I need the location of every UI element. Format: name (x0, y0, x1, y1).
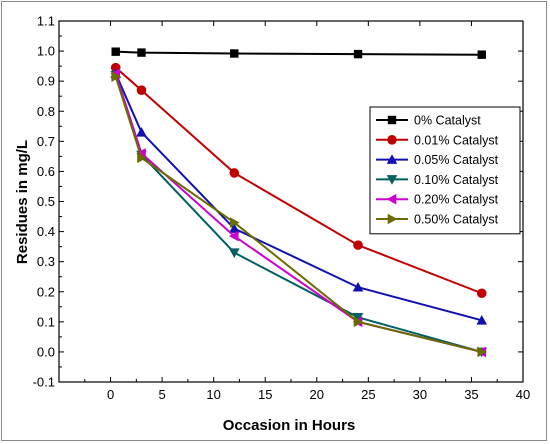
y-tick-label: -0.1 (33, 375, 55, 390)
x-tick-label: 5 (158, 387, 165, 402)
series-0 (111, 47, 486, 59)
x-tick-label: 20 (310, 387, 324, 402)
data-point (137, 152, 147, 164)
data-point (476, 288, 487, 299)
legend-item: 0.10% Catalyst (376, 173, 499, 187)
x-axis-title: Occasion in Hours (223, 417, 356, 434)
data-point (230, 49, 239, 58)
legend-label: 0% Catalyst (414, 114, 481, 128)
y-tick-label: 1.1 (37, 14, 55, 29)
y-tick-label: 0.5 (37, 194, 55, 209)
series-line (115, 50, 482, 56)
x-tick-label: 25 (361, 387, 375, 402)
legend-item: 0% Catalyst (376, 114, 481, 128)
y-tick-label: 0.9 (37, 74, 55, 89)
y-tick-label: 1.0 (37, 44, 55, 59)
series-layer (110, 47, 488, 358)
legend-item: 0.20% Catalyst (376, 193, 499, 207)
legend-label: 0.10% Catalyst (414, 173, 499, 187)
legend-marker (387, 115, 397, 125)
x-tick-label: 30 (413, 387, 427, 402)
x-tick-label: 10 (206, 387, 220, 402)
x-tick-label: 0 (107, 387, 114, 402)
legend-marker (387, 213, 398, 225)
data-point (476, 315, 488, 325)
data-point (136, 85, 147, 95)
legend-marker (386, 175, 398, 185)
legend: 0% Catalyst 0.01% Catalyst 0.05% Catalyst 0… (369, 106, 521, 235)
series-5 (111, 71, 488, 358)
legend-item: 0.05% Catalyst (376, 153, 499, 167)
legend-marker (387, 135, 397, 145)
y-tick-label: 0.1 (37, 314, 55, 329)
data-point (353, 49, 363, 59)
legend-item: 0.50% Catalyst (376, 213, 499, 227)
y-tick-label: 0.0 (37, 344, 55, 359)
data-point (136, 127, 147, 137)
x-tick-label: 35 (464, 387, 478, 402)
y-tick-label: 0.8 (37, 104, 55, 119)
legend-label: 0.05% Catalyst (414, 153, 499, 167)
legend-label: 0.20% Catalyst (414, 193, 499, 207)
data-point (353, 240, 363, 250)
legend-box (369, 106, 521, 235)
data-point (229, 217, 240, 228)
y-tick-label: 0.3 (37, 254, 55, 269)
y-tick-label: 0.6 (37, 164, 55, 179)
data-point (111, 71, 122, 82)
data-point (477, 50, 486, 59)
data-point (477, 346, 488, 358)
legend-label: 0.01% Catalyst (414, 133, 499, 147)
legend-label: 0.50% Catalyst (414, 213, 499, 227)
legend-marker (386, 154, 398, 164)
y-tick-label: 0.2 (37, 284, 55, 299)
data-point (137, 48, 146, 57)
legend-item: 0.01% Catalyst (376, 133, 499, 147)
x-tick-label: 15 (258, 387, 272, 402)
x-tick-label: 40 (516, 387, 530, 402)
data-point (228, 248, 240, 258)
data-point (228, 230, 239, 242)
legend-marker (386, 193, 397, 205)
data-point (353, 316, 364, 328)
data-point (352, 313, 364, 323)
data-point (352, 281, 364, 292)
y-axis-title: Residues in mg/L (14, 140, 31, 264)
data-point (228, 223, 240, 233)
y-tick-label: 0.7 (37, 134, 55, 149)
data-point (229, 168, 240, 178)
y-tick-label: 0.4 (37, 224, 55, 239)
series-1 (110, 62, 487, 299)
data-point (111, 47, 120, 56)
axes: 0 5 10 15 20 25 30 35 40 -0.1 0.0 0.1 0.2 0.3 0.4 0.5 0.… (33, 14, 531, 403)
